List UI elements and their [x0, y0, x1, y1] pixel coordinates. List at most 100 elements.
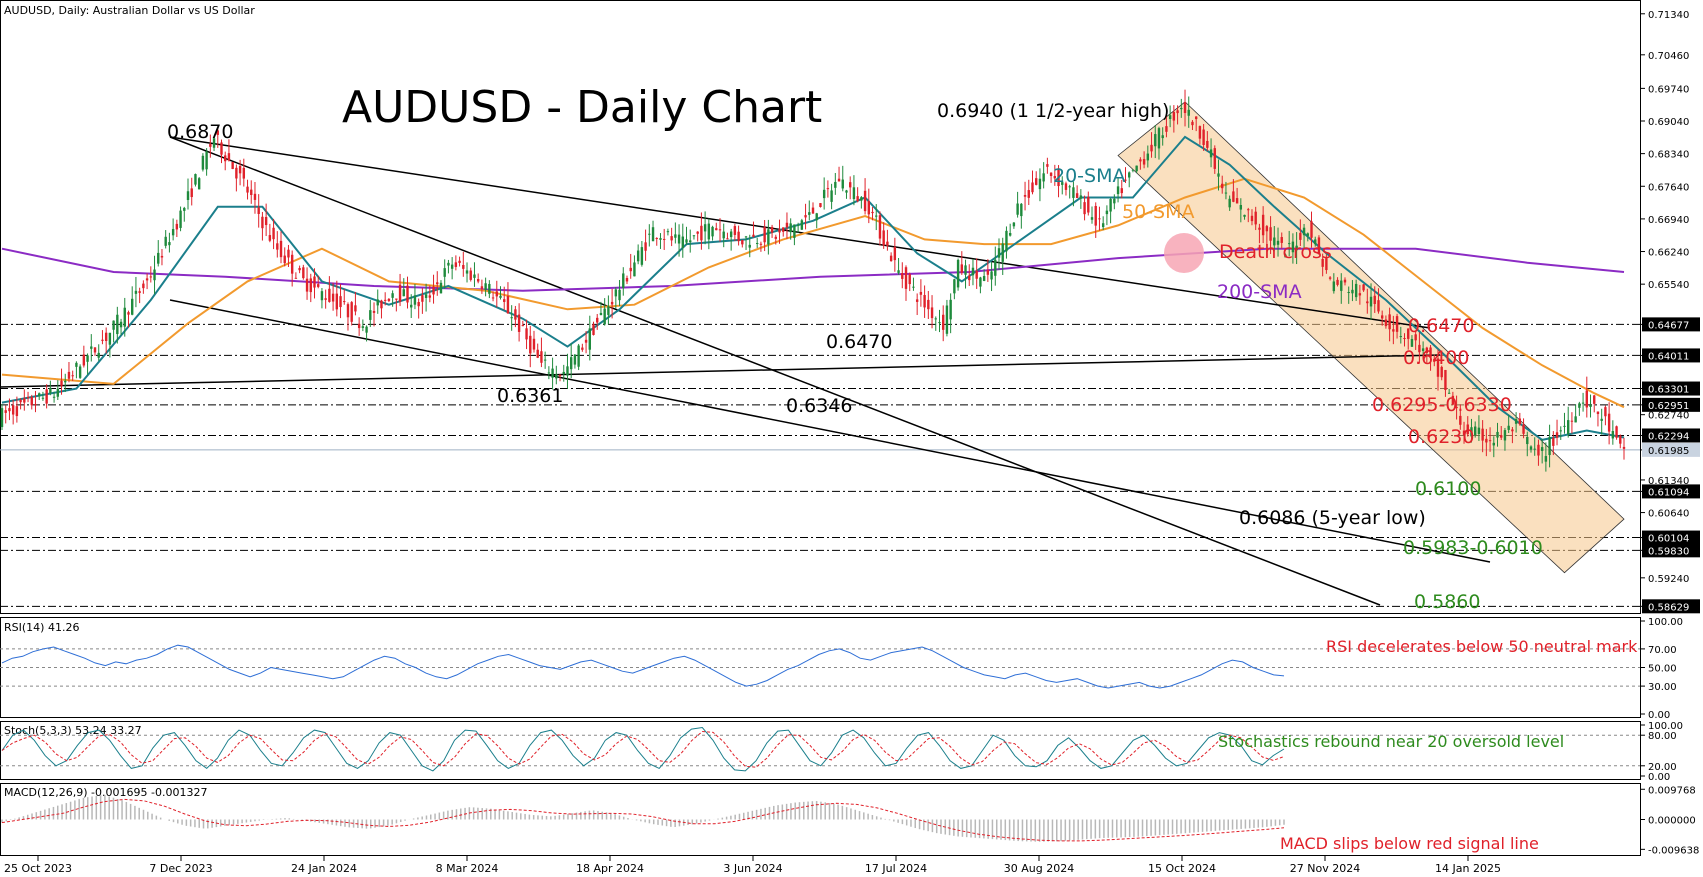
candle-body — [953, 279, 956, 294]
candle-body — [1299, 232, 1302, 240]
candle-body — [480, 286, 484, 289]
candle-body — [529, 335, 532, 354]
candle-body — [253, 193, 257, 200]
candle-body — [1421, 348, 1425, 351]
candle-body — [465, 270, 469, 274]
candle-body — [1168, 115, 1172, 120]
candle-body — [26, 397, 30, 399]
candle-body — [1154, 134, 1157, 147]
candle-body — [116, 314, 119, 335]
sma-50-line — [1, 177, 1625, 409]
candle-body — [964, 265, 967, 275]
candle-body — [1362, 284, 1365, 291]
candle-body — [4, 410, 7, 413]
candle-body — [19, 399, 22, 403]
candle-body — [138, 291, 141, 293]
candle-body — [849, 182, 852, 188]
candle-body — [1005, 230, 1008, 252]
candle-body — [417, 302, 420, 307]
candle-body — [908, 274, 911, 285]
candle-body — [1027, 190, 1030, 198]
candle-body — [837, 178, 841, 182]
candle-body — [1310, 221, 1313, 238]
candle-body — [1440, 366, 1443, 378]
candle-body — [782, 227, 785, 232]
candle-body — [1265, 226, 1269, 232]
level-label-6470: 0.6470 — [1408, 315, 1474, 337]
candle-body — [190, 188, 193, 198]
candle-body — [1380, 315, 1384, 319]
level-price-box — [1642, 530, 1700, 545]
candle-body — [443, 268, 446, 277]
candle-body — [1514, 419, 1518, 424]
candle-body — [41, 397, 45, 399]
candle-body — [242, 167, 246, 179]
candle-body — [596, 317, 599, 323]
candle-body — [759, 243, 763, 245]
candle-body — [897, 270, 900, 273]
candle-body — [555, 374, 558, 379]
candle-body — [1075, 193, 1079, 199]
candle-body — [785, 222, 789, 228]
candle-body — [1235, 198, 1239, 204]
date-tick-label: 3 Jun 2024 — [723, 862, 782, 875]
date-tick-label: 14 Jan 2025 — [1435, 862, 1501, 875]
candle-body — [1302, 227, 1306, 236]
candle-body — [1526, 436, 1529, 445]
candle-body — [1566, 420, 1570, 435]
candle-body — [923, 295, 926, 308]
candle-body — [722, 231, 725, 239]
candle-body — [577, 345, 580, 367]
candle-body — [339, 296, 342, 308]
candle-body — [1187, 109, 1190, 116]
candle-body — [633, 262, 636, 277]
candle-body — [175, 223, 179, 230]
indicator-tick-label: 0.000000 — [1648, 816, 1696, 827]
candle-body — [86, 355, 89, 362]
candle-body — [1522, 424, 1525, 434]
price-tick-label: 0.61340 — [1648, 476, 1689, 487]
candle-body — [979, 277, 982, 287]
candle-body — [830, 190, 833, 202]
candle-body — [469, 270, 472, 280]
level-label-6100: 0.6100 — [1415, 478, 1481, 500]
candle-body — [424, 294, 428, 298]
rsi-panel: RSI(14) 41.26 RSI decelerates below 50 n… — [0, 617, 1683, 721]
candle-body — [1332, 281, 1336, 292]
macd-note: MACD slips below red signal line — [1280, 834, 1539, 853]
candle-body — [108, 332, 112, 345]
trend-line — [169, 299, 1491, 563]
price-tick-label: 0.69740 — [1648, 84, 1689, 95]
candle-body — [346, 304, 350, 318]
candle-body — [648, 233, 651, 235]
candle-body — [1150, 144, 1153, 152]
candle-body — [1366, 301, 1369, 304]
date-tick-label: 15 Oct 2024 — [1148, 862, 1216, 875]
candle-body — [588, 328, 591, 350]
candle-body — [1410, 338, 1414, 347]
candle-body — [622, 273, 625, 288]
candle-body — [942, 314, 945, 330]
price-tick-label: 0.62294 — [1648, 431, 1689, 442]
candle-body — [157, 252, 160, 264]
candle-body — [1459, 415, 1462, 425]
candle-body — [324, 298, 327, 300]
candle-body — [1548, 437, 1551, 456]
candle-body — [863, 190, 867, 212]
indicator-tick-label: 70.00 — [1648, 645, 1677, 656]
level-label-6400: 0.6400 — [1403, 347, 1469, 369]
candle-body — [1615, 426, 1618, 438]
candle-body — [1194, 116, 1198, 120]
candle-body — [1369, 296, 1373, 307]
candle-body — [1105, 210, 1109, 215]
candle-body — [1016, 203, 1019, 215]
label-50-sma: 50-SMA — [1122, 201, 1194, 223]
price-tick-label: 0.61985 — [1648, 446, 1689, 457]
candle-body — [413, 295, 417, 305]
candle-body — [503, 299, 506, 302]
candle-body — [1604, 407, 1607, 417]
level-price-box — [1642, 397, 1700, 412]
candle-body — [882, 230, 885, 246]
candle-body — [1407, 328, 1410, 339]
candle-body — [387, 298, 391, 301]
